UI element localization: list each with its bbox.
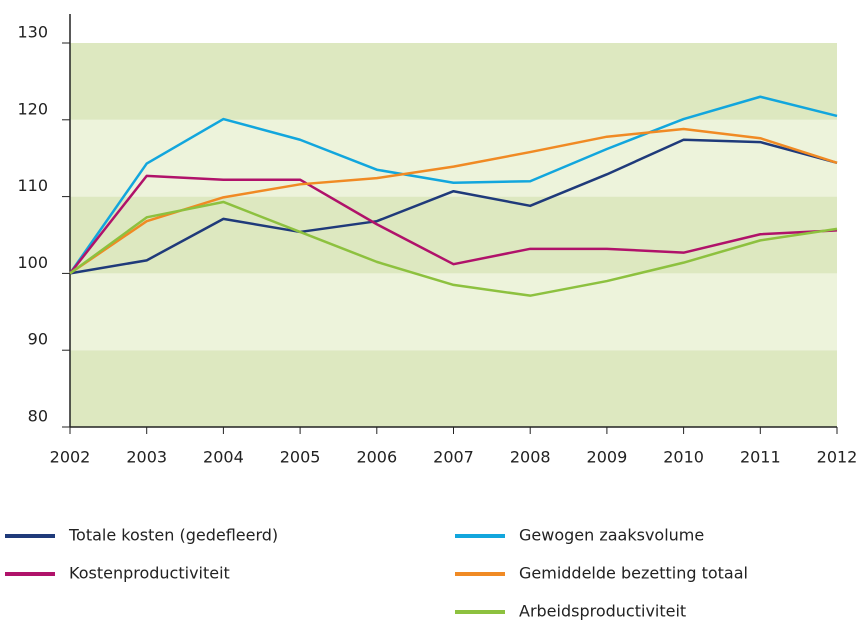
x-tick-label: 2011 xyxy=(740,448,781,467)
x-tick-label: 2007 xyxy=(433,448,474,467)
series-line xyxy=(69,138,838,275)
x-tick-label: 2012 xyxy=(817,448,858,467)
band xyxy=(70,43,837,120)
band xyxy=(70,350,837,427)
x-tick-label: 2003 xyxy=(126,448,167,467)
x-tick-label: 2002 xyxy=(50,448,91,467)
legend-label: Kostenproductiviteit xyxy=(69,564,230,583)
series-line xyxy=(69,174,838,275)
x-tick-label: 2008 xyxy=(510,448,551,467)
y-tick-label: 80 xyxy=(28,407,48,426)
y-tick-label: 120 xyxy=(17,99,48,118)
band xyxy=(70,119,837,197)
x-tick-label: 2004 xyxy=(203,448,244,467)
band xyxy=(70,273,837,351)
series-line xyxy=(68,95,838,275)
x-tick-label: 2009 xyxy=(587,448,628,467)
y-tick-label: 100 xyxy=(17,253,48,272)
y-tick-label: 130 xyxy=(17,23,48,42)
band xyxy=(70,196,837,274)
legend-label: Totale kosten (gedefleerd) xyxy=(68,526,278,545)
x-tick-label: 2005 xyxy=(280,448,321,467)
x-tick-label: 2010 xyxy=(663,448,704,467)
y-tick-label: 110 xyxy=(17,176,48,195)
y-tick-label: 90 xyxy=(28,330,48,349)
legend-label: Arbeidsproductiviteit xyxy=(519,602,686,621)
series-line xyxy=(69,127,838,275)
legend-label: Gewogen zaaksvolume xyxy=(519,526,704,545)
series-line xyxy=(69,200,838,297)
x-tick-label: 2006 xyxy=(356,448,397,467)
legend-label: Gemiddelde bezetting totaal xyxy=(519,564,748,583)
